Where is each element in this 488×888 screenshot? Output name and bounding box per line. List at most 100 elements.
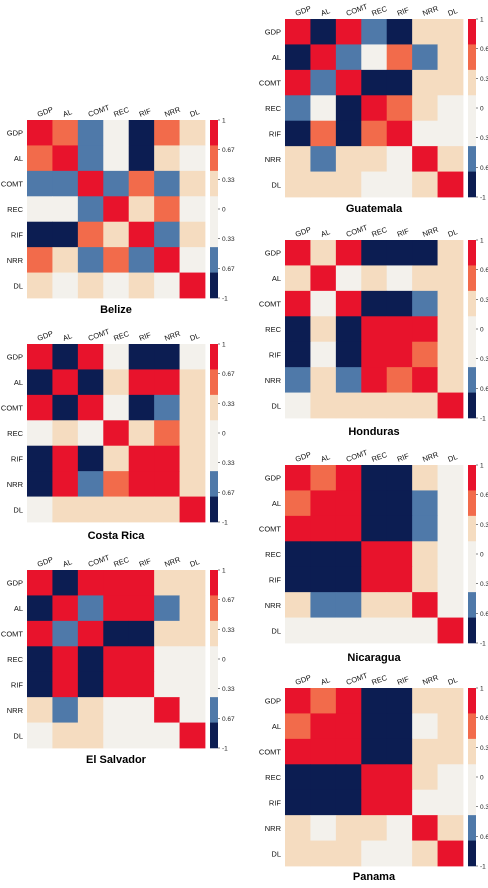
heatmap-cell [361, 688, 388, 714]
row-label: AL [272, 722, 281, 731]
heatmap-cell [52, 145, 79, 172]
column-label: AL [320, 6, 332, 18]
heatmap-cell [103, 170, 130, 197]
colorbar-tick-label: 0.33 [480, 804, 488, 811]
heatmap-cell [77, 394, 104, 421]
column-label: NRR [421, 225, 440, 239]
heatmap-cell [361, 120, 388, 147]
heatmap-cell [361, 95, 388, 122]
colorbar-tick-label: 0.33 [480, 581, 488, 588]
colorbar: 1 0.67 0.33 0 0.33 0.67 -1 [210, 568, 235, 753]
heatmap-cell [361, 566, 388, 593]
heatmap-cell [103, 445, 130, 472]
colorbar-band [210, 620, 218, 647]
column-label: COMT [87, 103, 111, 119]
heatmap-cell [52, 221, 79, 248]
heatmap-cell [27, 445, 53, 472]
heatmap-cell [386, 367, 413, 393]
column-label: COMT [345, 223, 369, 239]
heatmap-cell [386, 688, 413, 714]
heatmap-cell [103, 394, 130, 421]
heatmap-cell [103, 196, 130, 223]
heatmap-cell [77, 471, 104, 497]
colorbar-band [468, 240, 476, 266]
heatmap-cell [412, 815, 438, 841]
colorbar-tick-label: 0.67 [222, 147, 235, 154]
heatmap-cell [335, 392, 362, 419]
heatmap-cell [412, 290, 438, 317]
colorbar-band [210, 145, 218, 172]
row-label: DL [271, 401, 281, 410]
colorbar-tick-label: 0.67 [480, 267, 488, 274]
colorbar-band [468, 69, 476, 96]
heatmap-cell [310, 69, 337, 96]
heatmap-cell [437, 566, 464, 593]
panel-title: Panama [353, 871, 396, 883]
row-label: NRR [265, 376, 282, 385]
heatmap-cell [52, 570, 79, 596]
heatmap-cell [128, 120, 155, 146]
heatmap-cell [154, 344, 180, 370]
colorbar-tick-label: 0.67 [480, 165, 488, 172]
heatmap-cell [52, 671, 79, 698]
row-label: COMT [259, 748, 281, 757]
colorbar-band [468, 265, 476, 292]
heatmap-cell [103, 120, 130, 146]
heatmap-cell [412, 44, 438, 71]
colorbar-tick-label: 0.33 [222, 177, 235, 184]
column-label: AL [62, 331, 74, 343]
heatmap-cell [335, 95, 362, 122]
colorbar-tick-label: -1 [222, 296, 228, 303]
colorbar-tick-label: 0.67 [480, 611, 488, 618]
heatmap-cell [179, 221, 206, 248]
row-label: GDP [7, 353, 23, 362]
colorbar-band [210, 671, 218, 698]
column-label: GDP [294, 225, 312, 239]
colorbar-band [210, 344, 218, 370]
heatmap-cell [77, 170, 104, 197]
heatmap-cell [285, 341, 311, 368]
colorbar-tick-label: 0.33 [480, 745, 488, 752]
column-label: REC [112, 555, 131, 569]
row-label: GDP [265, 249, 281, 258]
heatmap-cell [154, 196, 180, 223]
heatmap-cell [154, 170, 180, 197]
panel-title: El Salvador [86, 754, 147, 766]
heatmap-cell [77, 697, 104, 723]
column-label: AL [320, 227, 332, 239]
heatmap-cell [103, 722, 130, 749]
colorbar: 1 0.67 0.33 0 0.33 0.67 -1 [468, 17, 488, 202]
heatmap-cell [335, 566, 362, 593]
colorbar-band [468, 541, 476, 568]
heatmap-cell [386, 392, 413, 419]
heatmap-cell [154, 145, 180, 172]
heatmap-cell [103, 496, 130, 523]
heatmap-cell [285, 490, 311, 517]
heatmap-cell [361, 44, 388, 71]
row-label: AL [14, 154, 23, 163]
heatmap-cell [437, 240, 464, 266]
row-label: NRR [265, 155, 282, 164]
heatmap-cell [386, 840, 413, 867]
column-label: NRR [421, 4, 440, 18]
heatmap-cell [179, 344, 206, 370]
heatmap-cell [335, 19, 362, 45]
heatmap-cell [412, 515, 438, 542]
heatmap-cell [412, 713, 438, 740]
heatmap-cell [361, 316, 388, 343]
row-label: COMT [259, 79, 281, 88]
colorbar-band [468, 44, 476, 71]
colorbar: 1 0.67 0.33 0 0.33 0.67 -1 [468, 463, 488, 648]
heatmap-cell [386, 465, 413, 491]
heatmap-cell [361, 19, 388, 45]
heatmap-cell [154, 697, 180, 723]
colorbar-band [210, 272, 218, 299]
colorbar-tick-label: -1 [480, 416, 486, 423]
column-label: GDP [36, 329, 54, 343]
row-label: COMT [1, 404, 23, 413]
colorbar-band [468, 341, 476, 368]
heatmap-cell [128, 369, 155, 396]
heatmap-cell [412, 316, 438, 343]
heatmap-cell [128, 697, 155, 723]
heatmap-cell [437, 738, 464, 765]
